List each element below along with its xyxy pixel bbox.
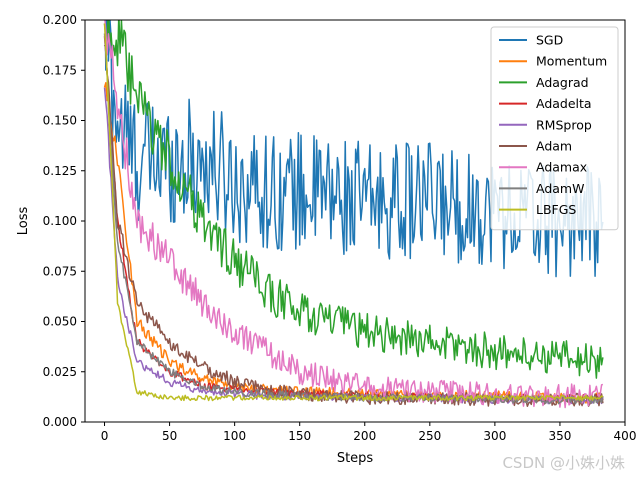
x-tick-label: 0 [101, 429, 109, 443]
legend-item-rmsprop: RMSprop [499, 117, 592, 132]
y-tick-label: 0.200 [43, 13, 77, 27]
legend-item-adagrad: Adagrad [499, 75, 589, 90]
y-tick-label: 0.175 [43, 63, 77, 77]
legend-label: Adagrad [536, 75, 589, 90]
x-tick-label: 100 [223, 429, 246, 443]
y-axis-label: Loss [16, 207, 31, 236]
x-tick-label: 400 [614, 429, 637, 443]
y-tick-label: 0.125 [43, 164, 77, 178]
legend-label: LBFGS [536, 202, 576, 217]
y-tick-label: 0.025 [43, 365, 77, 379]
legend-label: Adadelta [536, 96, 592, 111]
legend-item-lbfgs: LBFGS [499, 202, 576, 217]
x-tick-label: 350 [548, 429, 571, 443]
x-tick-label: 250 [418, 429, 441, 443]
legend-item-adadelta: Adadelta [499, 96, 592, 111]
series-line-adamax [104, 20, 604, 409]
legend-label: Momentum [536, 54, 607, 69]
x-tick-label: 50 [162, 429, 177, 443]
legend-box [490, 26, 619, 231]
legend-item-momentum: Momentum [499, 54, 607, 69]
legend: SGD Momentum Adagrad Adadelta RMSprop Adam Ada… [490, 26, 619, 231]
x-axis: 0 50 100 150 200 250 300 350 400 [101, 422, 637, 443]
y-tick-label: 0.100 [43, 214, 77, 228]
legend-label: RMSprop [536, 117, 592, 132]
y-tick-label: 0.150 [43, 114, 77, 128]
legend-label: SGD [536, 33, 563, 48]
series-layer [103, 20, 604, 409]
x-tick-label: 200 [353, 429, 376, 443]
y-axis: 0.000 0.025 0.050 0.075 0.100 0.125 0.150 0.175… [43, 13, 85, 429]
series-line-lbfgs [103, 23, 604, 402]
legend-item-adam: Adam [499, 139, 572, 154]
legend-label: Adam [536, 139, 572, 154]
y-tick-label: 0.000 [43, 415, 77, 429]
series-line-adagrad [103, 20, 604, 379]
legend-label: AdamW [536, 181, 584, 196]
watermark: CSDN @小姝小姝 [502, 454, 625, 472]
x-tick-label: 300 [483, 429, 506, 443]
legend-item-sgd: SGD [499, 33, 563, 48]
x-axis-label: Steps [337, 451, 374, 466]
legend-item-adamax: Adamax [499, 160, 587, 175]
y-tick-label: 0.075 [43, 264, 77, 278]
y-tick-label: 0.050 [43, 315, 77, 329]
legend-item-adamw: AdamW [499, 181, 584, 196]
legend-label: Adamax [536, 160, 587, 175]
x-tick-label: 150 [288, 429, 311, 443]
